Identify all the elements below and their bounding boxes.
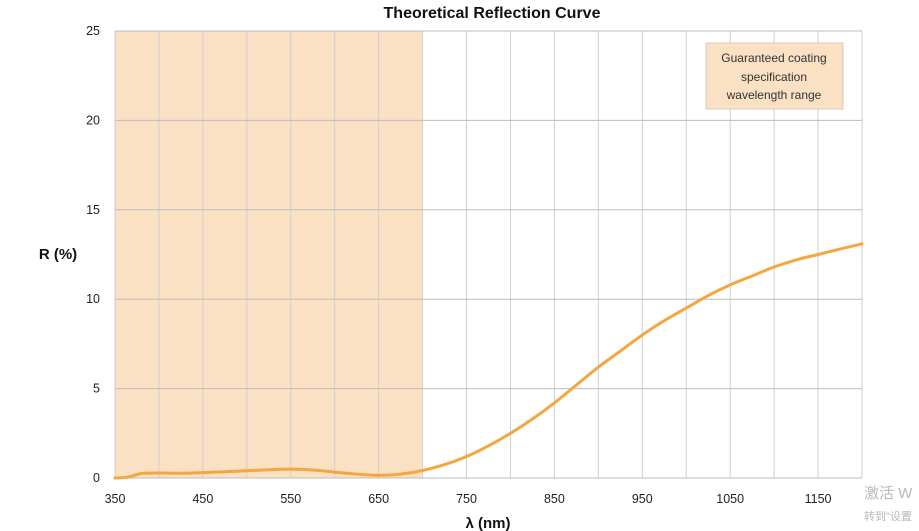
reflection-curve-line [113, 242, 864, 480]
y-tick-label: 0 [93, 471, 100, 485]
x-tick-label: 950 [632, 492, 653, 506]
y-tick-label: 20 [86, 113, 100, 127]
watermark-line-2: 转到"设置 [864, 509, 912, 523]
x-tick-label: 1150 [805, 492, 832, 506]
x-axis-label: λ (nm) [466, 515, 511, 531]
y-axis-label: R (%) [39, 246, 77, 263]
x-tick-label: 550 [280, 492, 301, 506]
legend-box: Guaranteed coating specification wavelen… [705, 42, 844, 110]
x-tick-label: 1050 [716, 492, 744, 506]
y-tick-label: 5 [93, 382, 100, 396]
y-tick-labels: 0 5 10 15 20 25 [86, 24, 100, 485]
legend-line-2: specification [741, 70, 807, 84]
grid-lines [114, 30, 863, 479]
x-tick-label: 850 [544, 492, 565, 506]
y-tick-label: 15 [86, 203, 100, 217]
y-tick-label: 10 [86, 292, 100, 306]
watermark-line-1: 激活 W [864, 485, 913, 502]
guaranteed-range-shading [115, 31, 423, 478]
x-tick-label: 450 [192, 492, 213, 506]
x-tick-label: 750 [456, 492, 477, 506]
legend-swatch [705, 42, 844, 110]
y-tick-label: 25 [86, 24, 100, 38]
x-tick-labels: 350 450 550 650 750 850 950 1050 1150 [105, 492, 832, 506]
legend-line-1: Guaranteed coating [721, 51, 826, 65]
x-tick-label: 350 [105, 492, 126, 506]
legend-line-3: wavelength range [726, 88, 822, 102]
x-tick-label: 650 [368, 492, 389, 506]
chart-title: Theoretical Reflection Curve [384, 5, 601, 22]
